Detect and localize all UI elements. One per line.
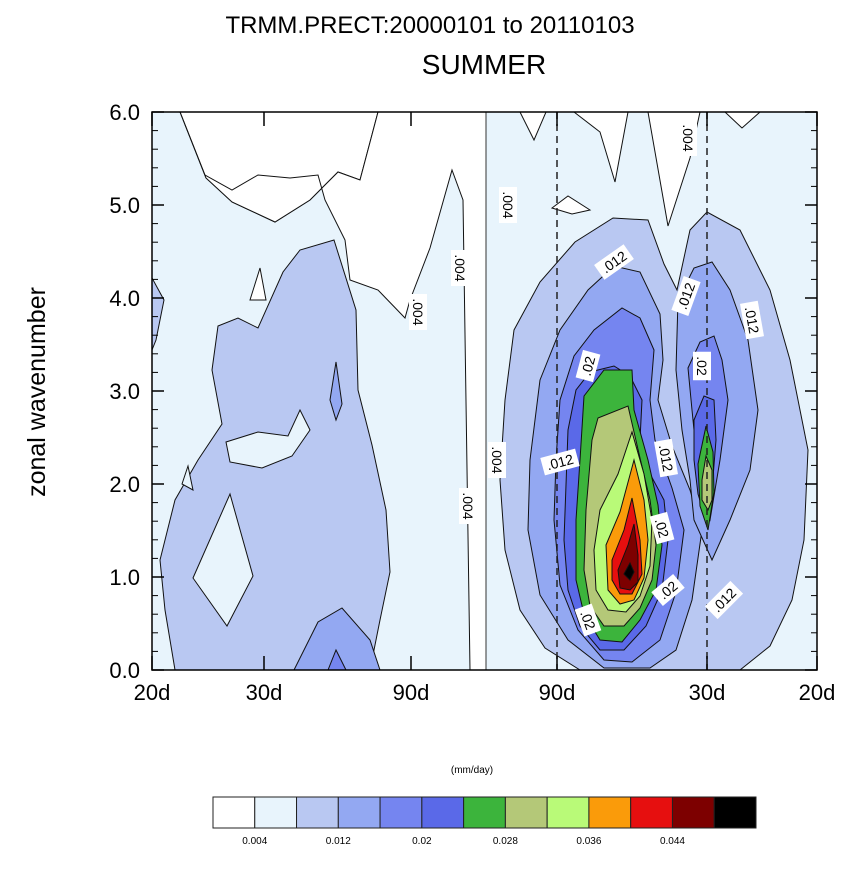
fill-level-7-east xyxy=(701,454,713,512)
x-tick-label: 30d xyxy=(246,680,283,705)
fill-level-3-left-a xyxy=(293,607,381,670)
fill-level-2-left-west xyxy=(152,277,165,351)
colorbar: 0.004 0.012 0.02 0.028 0.036 0.044 xyxy=(212,796,757,847)
contour-label: .004 xyxy=(459,488,477,524)
colorbar-swatch xyxy=(671,796,715,829)
reference-lines xyxy=(485,112,708,670)
svg-text:.02: .02 xyxy=(694,356,710,376)
x-tick-label: 30d xyxy=(689,680,726,705)
y-tick-label: 1.0 xyxy=(109,565,140,590)
colorbar-swatch xyxy=(296,796,339,829)
contour-label: .012 xyxy=(740,300,764,340)
contour-label: .02 xyxy=(574,603,602,637)
colorbar-swatch xyxy=(379,796,423,829)
chart-title: TRMM.PRECT:20000101 to 20110103 xyxy=(225,12,634,39)
svg-text:.012: .012 xyxy=(742,305,763,335)
x-tick-label: 90d xyxy=(393,680,430,705)
contour-label: .004 xyxy=(409,294,427,330)
y-tick-label: 0.0 xyxy=(109,658,140,683)
y-tick-label: 4.0 xyxy=(109,286,140,311)
x-tick-label: 20d xyxy=(799,680,836,705)
y-axis-label: zonal wavenumber xyxy=(23,287,51,497)
contour-label: .02 xyxy=(575,349,601,383)
svg-text:.02: .02 xyxy=(577,608,599,632)
svg-text:.004: .004 xyxy=(500,191,516,218)
fill-level-1-left-hole-a xyxy=(152,112,487,670)
colorbar-unit-label: (mm/day) xyxy=(451,765,493,776)
colorbar-tick-label: 0.044 xyxy=(660,836,685,847)
colorbar-swatch xyxy=(630,796,673,829)
contour-label: .012 xyxy=(540,448,580,476)
colorbar-tick-label: 0.004 xyxy=(242,836,267,847)
y-tick-label: 3.0 xyxy=(109,379,140,404)
fill-level-2-left-hole-a xyxy=(225,408,311,469)
contour-label: .02 xyxy=(649,511,675,545)
contour-label: .004 xyxy=(451,250,469,286)
svg-text:.004: .004 xyxy=(680,124,696,151)
contour-label: .02 xyxy=(693,351,711,381)
chart-subtitle: SUMMER xyxy=(422,49,546,80)
x-tick-label: 90d xyxy=(539,680,576,705)
contour-label: .004 xyxy=(679,120,697,156)
svg-text:.012: .012 xyxy=(656,443,677,473)
contour-label: .004 xyxy=(499,187,517,223)
svg-text:.004: .004 xyxy=(460,492,476,519)
colorbar-swatch xyxy=(504,796,548,829)
colorbar-swatch xyxy=(546,796,590,829)
colorbar-tick-label: 0.02 xyxy=(412,836,432,847)
fill-level-4-left xyxy=(327,648,347,670)
contour-label: .012 xyxy=(654,438,678,478)
colorbar-swatch xyxy=(212,796,256,829)
svg-text:.004: .004 xyxy=(452,254,468,281)
y-tick-label: 5.0 xyxy=(109,193,140,218)
contour-fills xyxy=(152,112,817,670)
fill-level-2-left-hole-b xyxy=(192,492,254,627)
colorbar-swatch xyxy=(463,796,506,829)
svg-text:.02: .02 xyxy=(578,354,599,377)
svg-text:.004: .004 xyxy=(489,446,505,473)
colorbar-swatch xyxy=(421,796,465,829)
colorbar-swatch xyxy=(337,796,381,829)
colorbar-tick-label: 0.012 xyxy=(326,836,351,847)
svg-text:.02: .02 xyxy=(652,517,673,540)
svg-text:.012: .012 xyxy=(545,451,576,474)
colorbar-tick-label: 0.028 xyxy=(493,836,518,847)
fill-level-2-left-hole-c xyxy=(181,464,194,491)
colorbar-tick-label: 0.036 xyxy=(576,836,601,847)
colorbar-swatch xyxy=(713,796,757,829)
fill-level-12 xyxy=(623,561,635,581)
contour-label: .004 xyxy=(488,442,506,478)
colorbar-swatch xyxy=(588,796,632,829)
fill-level-0-hole-left-a xyxy=(249,267,267,301)
y-tick-label: 6.0 xyxy=(109,100,140,125)
fill-level-3-left-b xyxy=(329,361,343,422)
y-tick-label: 2.0 xyxy=(109,472,140,497)
x-axis: 20d 30d 90d 90d 30d 20d xyxy=(134,112,836,705)
svg-text:.004: .004 xyxy=(410,298,426,325)
fill-level-0-hole-right xyxy=(550,195,592,215)
x-tick-label: 20d xyxy=(134,680,171,705)
colorbar-swatch xyxy=(254,796,298,829)
contour-labels: .004.004.004.004.004.004.012.012.012.012… xyxy=(409,120,764,637)
y-axis: 0.0 1.0 2.0 3.0 4.0 5.0 6.0 xyxy=(109,100,817,683)
